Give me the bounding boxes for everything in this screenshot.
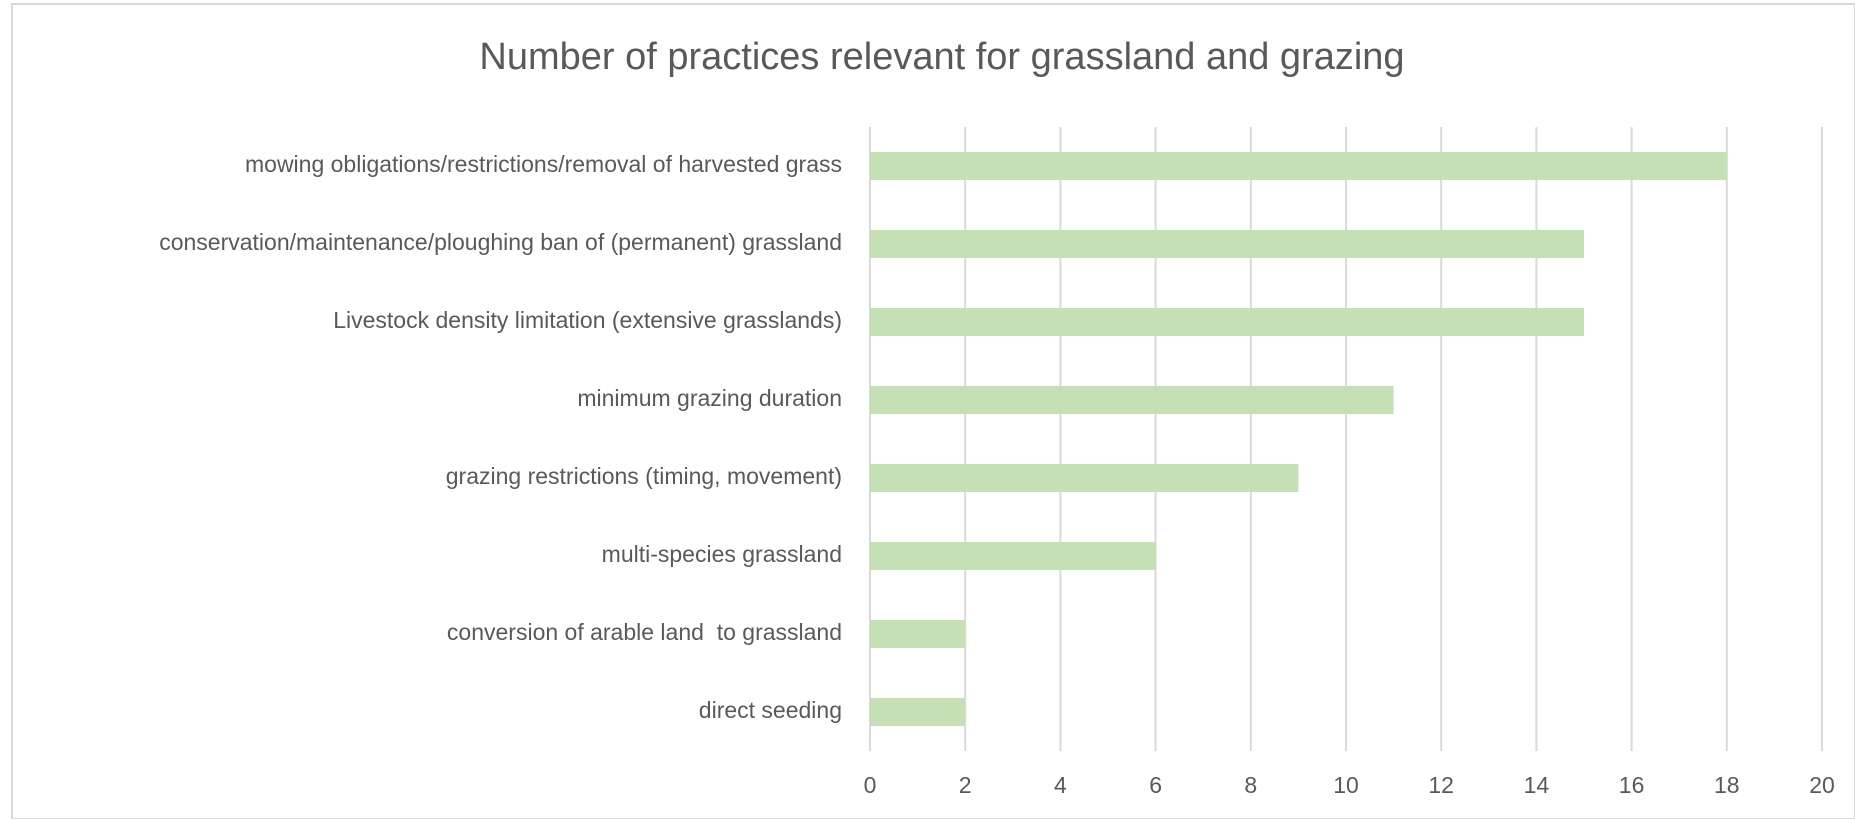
bar: [870, 386, 1394, 414]
x-tick-label: 8: [1244, 772, 1257, 798]
bar: [870, 542, 1156, 570]
x-tick-label: 12: [1428, 772, 1454, 798]
x-tick-label: 0: [864, 772, 877, 798]
y-tick-label: mowing obligations/restrictions/removal …: [245, 151, 842, 177]
bar: [870, 620, 966, 648]
x-tick-label: 4: [1054, 772, 1067, 798]
x-tick-label: 16: [1619, 772, 1645, 798]
x-tick-label: 20: [1809, 772, 1835, 798]
y-tick-label: conservation/maintenance/ploughing ban o…: [159, 229, 842, 255]
bar: [870, 308, 1584, 336]
x-tick-label: 14: [1524, 772, 1550, 798]
x-tick-label: 18: [1714, 772, 1740, 798]
y-tick-label: conversion of arable land to grassland: [447, 619, 842, 645]
x-tick-label: 10: [1333, 772, 1359, 798]
y-tick-label: minimum grazing duration: [577, 385, 842, 411]
y-tick-label: direct seeding: [699, 697, 842, 723]
chart-title: Number of practices relevant for grassla…: [479, 36, 1404, 78]
y-tick-label: Livestock density limitation (extensive …: [333, 307, 842, 333]
bar: [870, 698, 966, 726]
bar: [870, 152, 1727, 180]
y-tick-label: multi-species grassland: [602, 541, 842, 567]
x-tick-label: 2: [959, 772, 972, 798]
bar: [870, 464, 1299, 492]
x-tick-label: 6: [1149, 772, 1162, 798]
y-tick-label: grazing restrictions (timing, movement): [446, 463, 842, 489]
bar: [870, 230, 1584, 258]
